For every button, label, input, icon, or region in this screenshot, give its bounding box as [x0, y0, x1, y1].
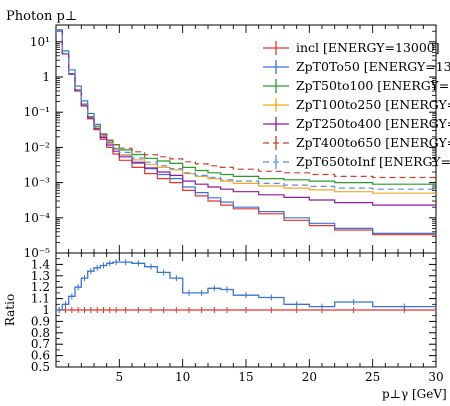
x-tick-label: 20 — [302, 370, 317, 384]
legend-label-4: ZpT250to400 [ENERGY=13000] — [296, 116, 450, 131]
ratio-y-tick-label: 1 — [42, 303, 50, 317]
main-axes: 10¹ 1 10⁻¹ 10⁻² 10⁻³ 10⁻⁴ 10⁻⁵ — [24, 24, 437, 260]
legend-label-1: ZpT0To50 [ENERGY=13000] — [296, 59, 450, 74]
ratio-axis-label: Ratio — [3, 294, 17, 326]
ratio-y-tick-label: 1.2 — [31, 280, 50, 294]
x-tick-label: 5 — [116, 370, 124, 384]
x-axis-label: p⊥γ [GeV] — [382, 387, 447, 401]
ratio-y-tick-label: 1.1 — [31, 292, 50, 306]
ratio-y-tick-label: 1.3 — [31, 269, 50, 283]
x-tick-label: 25 — [365, 370, 380, 384]
ratio-y-tick-label: 0.9 — [31, 314, 50, 328]
y-tick-label: 1 — [42, 70, 50, 84]
legend-label-3: ZpT100to250 [ENERGY=13000] — [296, 97, 450, 112]
chart-title: Photon p⊥ — [6, 9, 77, 24]
x-tick-label: 30 — [428, 370, 443, 384]
y-tick-label: 10⁻³ — [24, 176, 51, 190]
legend: incl [ENERGY=13000] ZpT0To50 [ENERGY=1300… — [263, 40, 450, 169]
ratio-y-tick-label: 1.4 — [31, 257, 50, 271]
legend-label-0: incl [ENERGY=13000] — [296, 40, 440, 55]
y-tick-label: 10⁻⁵ — [24, 246, 51, 260]
legend-label-6: ZpT650toInf [ENERGY=13000] — [296, 154, 450, 169]
x-tick-label: 10 — [175, 370, 190, 384]
legend-label-2: ZpT50to100 [ENERGY=13000] — [296, 78, 450, 93]
ratio-series-group — [56, 259, 436, 313]
x-tick-label: 15 — [238, 370, 253, 384]
series-line-2 — [56, 30, 436, 185]
ratio-y-tick-label: 0.7 — [31, 337, 50, 351]
y-tick-label: 10¹ — [30, 35, 50, 49]
y-tick-label: 10⁻² — [24, 140, 51, 154]
series-line-5 — [56, 30, 436, 179]
ratio-line-1 — [56, 261, 436, 311]
legend-label-5: ZpT400to650 [ENERGY=13000] — [296, 135, 450, 150]
ratio-y-tick-label: 0.8 — [31, 326, 50, 340]
ratio-y-tick-label: 0.5 — [31, 360, 50, 374]
ratio-axes: 5 10 15 20 25 30 0.50.60.70.80.911.11.21.31.4 — [31, 253, 444, 384]
y-tick-label: 10⁻⁴ — [24, 211, 51, 225]
ratio-y-tick-label: 0.6 — [31, 349, 50, 363]
y-tick-label: 10⁻¹ — [24, 105, 50, 119]
series-line-6 — [56, 30, 436, 190]
main-series-group — [56, 29, 436, 236]
